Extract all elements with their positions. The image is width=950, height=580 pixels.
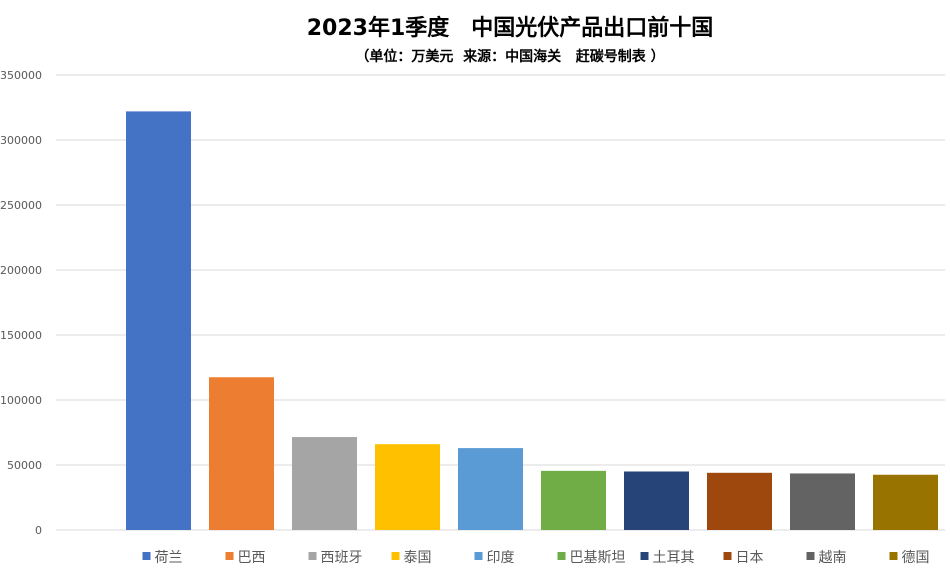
chart-title: 2023年1季度 中国光伏产品出口前十国 — [306, 16, 714, 41]
bar — [541, 470, 606, 530]
legend-label: 巴西 — [238, 550, 266, 566]
legend-swatch — [806, 552, 815, 560]
legend-swatch — [142, 552, 151, 560]
legend-label: 印度 — [487, 550, 515, 566]
bar — [209, 377, 274, 530]
y-tick-label: 50000 — [7, 459, 42, 472]
legend-label: 泰国 — [404, 550, 432, 566]
legend-swatch — [308, 552, 317, 560]
bar — [873, 474, 938, 530]
bar — [458, 448, 523, 530]
legend-swatch — [391, 552, 400, 560]
legend-swatch — [557, 552, 566, 560]
legend-label: 巴基斯坦 — [570, 549, 626, 566]
y-tick-label: 300000 — [0, 134, 42, 147]
bar — [624, 471, 689, 530]
legend-swatch — [640, 552, 649, 560]
y-tick-label: 100000 — [0, 394, 42, 407]
y-tick-label: 0 — [35, 524, 42, 537]
legend-swatch — [225, 552, 234, 560]
legend-swatch — [723, 552, 732, 560]
bar — [126, 111, 191, 531]
legend-label: 土耳其 — [653, 550, 695, 566]
legend-label: 日本 — [736, 550, 764, 566]
y-tick-label: 150000 — [0, 329, 42, 342]
legend-label: 西班牙 — [321, 550, 363, 566]
y-tick-label: 350000 — [0, 69, 42, 82]
chart-subtitle: （单位：万美元 来源：中国海关 赶碳号制表 ） — [355, 49, 665, 65]
bar — [375, 444, 440, 530]
legend-label: 荷兰 — [155, 550, 183, 566]
legend-swatch — [474, 552, 483, 560]
legend-swatch — [889, 552, 898, 560]
legend-label: 越南 — [819, 550, 847, 566]
bar — [292, 437, 357, 530]
bar — [707, 472, 772, 530]
y-tick-label: 250000 — [0, 199, 42, 212]
legend-label: 德国 — [902, 550, 930, 566]
bar — [790, 473, 855, 530]
y-tick-label: 200000 — [0, 264, 42, 277]
